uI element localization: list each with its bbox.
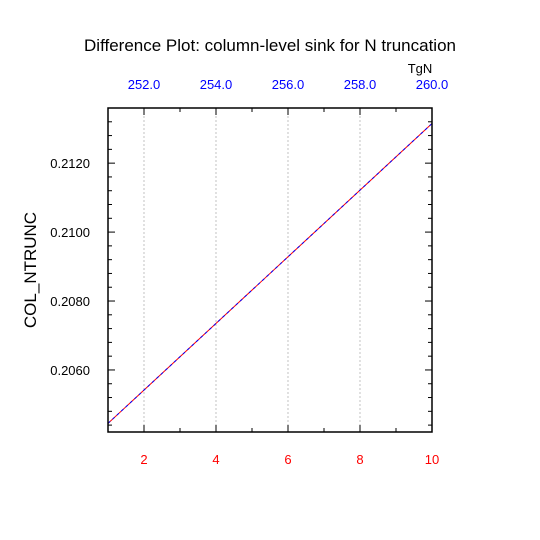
top-axis-unit-label: TgN [408, 61, 433, 76]
y-tick-label: 0.2080 [50, 294, 90, 309]
y-tick-label: 0.2100 [50, 225, 90, 240]
x-top-tick-label: 260.0 [416, 77, 449, 92]
series-line [107, 123, 433, 424]
x-top-tick-label: 258.0 [344, 77, 377, 92]
y-axis-label: COL_NTRUNC [21, 212, 40, 328]
grid [143, 108, 433, 432]
x-tick-label: 8 [356, 452, 363, 467]
x-tick-label: 10 [425, 452, 439, 467]
chart-title: Difference Plot: column-level sink for N… [84, 36, 456, 55]
x-tick-label: 2 [140, 452, 147, 467]
x-tick-label: 4 [212, 452, 219, 467]
tick-group [107, 107, 433, 432]
x-tick-label: 6 [284, 452, 291, 467]
y-tick-label: 0.2120 [50, 156, 90, 171]
tick-label-group: 2 4 6 8 10 252.0 254.0 256.0 258.0 260.0 0.2060 0.2… [50, 77, 448, 467]
x-top-tick-label: 256.0 [272, 77, 305, 92]
x-top-tick-label: 254.0 [200, 77, 233, 92]
plot-frame [107, 107, 433, 433]
series-group [107, 123, 433, 424]
y-tick-label: 0.2060 [50, 363, 90, 378]
x-top-tick-label: 252.0 [128, 77, 161, 92]
